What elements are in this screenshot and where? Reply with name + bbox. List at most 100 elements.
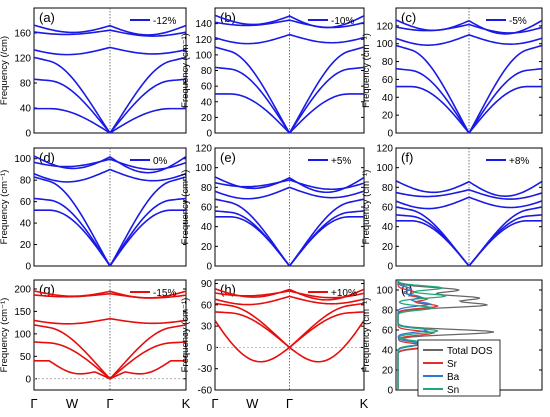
legend-label: +8% <box>509 156 529 167</box>
dos-legend-label: Sr <box>447 359 458 370</box>
y-tick-label: 60 <box>382 326 394 337</box>
y-tick-label: 20 <box>201 242 213 253</box>
y-tick-label: 60 <box>201 300 213 311</box>
y-tick-label: 160 <box>14 29 31 40</box>
legend-label: 0% <box>153 156 168 167</box>
dispersion-curves <box>34 24 186 133</box>
dispersion-curves <box>396 180 542 266</box>
dispersion-curves <box>34 290 186 380</box>
y-tick-label: 120 <box>195 144 212 155</box>
dispersion-branch <box>34 209 186 266</box>
legend-label: +5% <box>331 156 351 167</box>
y-tick-label: 80 <box>201 66 213 77</box>
dispersion-branch <box>215 19 364 29</box>
panel-5: 0 20 40 60 80 100 120 Frequency (cm⁻¹) (f) +8% <box>361 144 543 273</box>
y-tick-label: 120 <box>376 21 393 32</box>
y-tick-label: -60 <box>198 386 213 397</box>
dispersion-branch <box>215 14 364 29</box>
panel-0: 0 40 80 120 160 Frequency (/cm) (a) -12% <box>0 7 187 140</box>
legend-label: -15% <box>153 288 176 299</box>
y-tick-label: 60 <box>201 203 213 214</box>
dispersion-branch <box>396 34 542 46</box>
dispersion-branch <box>215 210 364 266</box>
dispersion-branch <box>396 44 542 133</box>
panel-label: (a) <box>39 10 55 25</box>
panel-label: (f) <box>401 150 413 165</box>
panel-4: 0 20 40 60 80 100 120 Frequency (cm⁻¹) (e) +5% <box>180 144 365 273</box>
dispersion-curves <box>34 155 186 266</box>
y-tick-label: 0 <box>387 386 393 397</box>
y-axis-label: Frequency (cm⁻¹) <box>180 298 191 373</box>
panel-7: -60 -30 0 30 60 90 Frequency (cm⁻¹) (h) +10% Γ W Γ K <box>180 279 369 411</box>
y-tick-label: 0 <box>25 262 31 273</box>
dispersion-branch <box>215 302 364 349</box>
panel-label: (c) <box>401 10 416 25</box>
y-tick-label: 80 <box>20 176 32 187</box>
dispersion-branch <box>34 317 186 325</box>
y-tick-label: 20 <box>382 366 394 377</box>
y-tick-label: 20 <box>382 242 394 253</box>
dispersion-branch <box>215 198 364 266</box>
y-axis-label: Frequency (cm⁻¹) <box>0 298 10 373</box>
legend-label: +10% <box>331 288 357 299</box>
dispersion-branch <box>215 93 364 133</box>
dispersion-branch <box>396 214 542 266</box>
panel-2: 0 20 40 60 80 100 120 Frequency (cm⁻¹) (c) -5% <box>361 7 543 140</box>
dispersion-branch <box>34 197 186 266</box>
panel-label: (e) <box>220 150 236 165</box>
dispersion-branch <box>396 67 542 133</box>
y-tick-label: 60 <box>201 82 213 93</box>
dispersion-branch <box>215 295 364 306</box>
y-axis-label: Frequency (cm⁻¹) <box>180 170 191 245</box>
x-tick-label-3: K <box>182 396 191 411</box>
dos-curves <box>397 280 495 390</box>
legend-label: -5% <box>509 16 527 27</box>
dos-legend-label: Ba <box>447 372 460 383</box>
y-tick-label: 200 <box>14 284 31 295</box>
x-tick-label-1: W <box>66 396 79 411</box>
y-tick-label: 80 <box>201 183 213 194</box>
dispersion-curves <box>396 19 542 133</box>
dispersion-curves <box>215 14 364 133</box>
y-tick-label: 0 <box>206 262 212 273</box>
y-tick-label: 80 <box>382 57 394 68</box>
x-tick-label-3: K <box>360 396 369 411</box>
y-tick-label: 120 <box>14 54 31 65</box>
y-tick-label: -30 <box>198 364 213 375</box>
dispersion-branch <box>215 216 364 266</box>
y-tick-label: 20 <box>20 240 32 251</box>
dispersion-branch <box>396 206 542 266</box>
y-axis-label: Frequency (cm⁻¹) <box>361 170 372 245</box>
dos-series-3 <box>397 280 447 390</box>
y-tick-label: 20 <box>382 111 394 122</box>
panel-label: (h) <box>220 282 236 297</box>
x-tick-label-2: Γ <box>286 396 293 411</box>
dispersion-branch <box>215 46 364 133</box>
y-tick-label: 40 <box>382 222 394 233</box>
dispersion-curves <box>215 288 364 363</box>
y-tick-label: 80 <box>382 306 394 317</box>
dispersion-branch <box>215 288 364 301</box>
dispersion-branch <box>215 186 364 200</box>
y-axis-label: Frequency (cm⁻¹) <box>361 33 372 108</box>
legend-label: -10% <box>331 16 354 27</box>
y-tick-label: 90 <box>201 279 213 290</box>
y-tick-label: 0 <box>25 129 31 140</box>
x-tick-label-0: Γ <box>30 396 37 411</box>
y-axis-label: Frequency (cm⁻¹) <box>180 33 191 108</box>
dispersion-branch <box>34 290 186 299</box>
dispersion-branch <box>396 19 542 35</box>
dos-legend-label: Sn <box>447 385 459 396</box>
y-tick-label: 80 <box>382 183 394 194</box>
y-tick-label: 100 <box>376 163 393 174</box>
y-tick-label: 150 <box>14 307 31 318</box>
y-axis-label: Frequency (cm⁻¹) <box>0 170 10 245</box>
y-tick-label: 60 <box>382 203 394 214</box>
y-tick-label: 30 <box>201 322 213 333</box>
y-tick-label: 80 <box>20 79 32 90</box>
dispersion-branch <box>215 33 364 45</box>
y-tick-label: 0 <box>206 129 212 140</box>
dispersion-branch <box>34 56 186 133</box>
